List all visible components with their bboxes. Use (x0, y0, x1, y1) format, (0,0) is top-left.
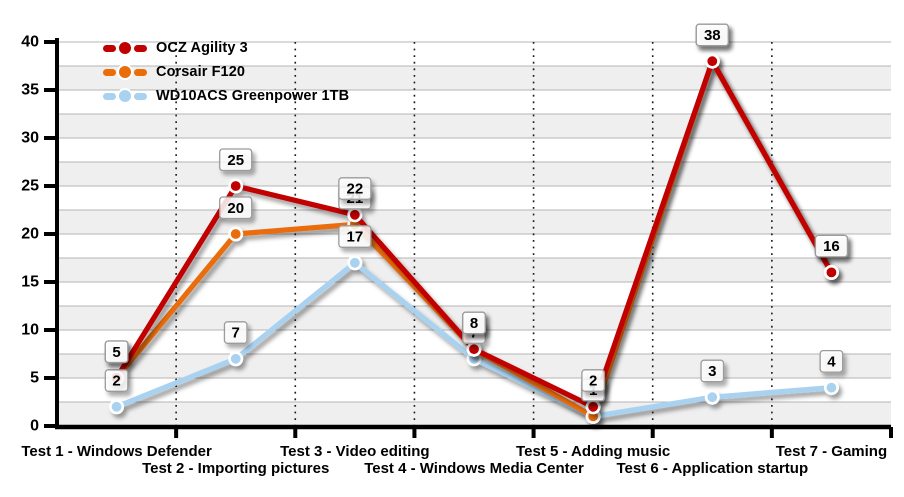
x-axis-category-label: Test 3 - Video editing (280, 443, 430, 460)
data-point-marker (347, 255, 363, 271)
point-label: 2 (581, 369, 606, 392)
series-layer (109, 53, 839, 424)
y-axis-tick-label: 35 (21, 82, 39, 99)
data-point-marker (228, 351, 244, 367)
plot-band (57, 114, 891, 138)
legend-item-corsair-f120: Corsair F120 (103, 60, 349, 84)
y-axis-tick-label: 40 (21, 34, 39, 51)
x-axis-category-label: Test 2 - Importing pictures (142, 460, 330, 477)
point-label: 20 (219, 196, 253, 220)
svg-text:8: 8 (470, 315, 478, 332)
plot-band (57, 162, 891, 186)
svg-text:20: 20 (227, 200, 244, 217)
point-label: 38 (695, 23, 729, 47)
svg-text:2: 2 (589, 373, 597, 390)
point-label: 17 (338, 225, 372, 248)
point-label: 7 (223, 321, 248, 344)
point-label: 4 (819, 349, 844, 373)
svg-text:16: 16 (823, 238, 840, 255)
data-point-marker (704, 389, 720, 405)
point-labels-layer: 271771345202181381652522823816 (104, 23, 849, 402)
legend-item-ocz-agility-3: OCZ Agility 3 (103, 36, 349, 60)
svg-text:5: 5 (112, 344, 120, 361)
data-point-marker (585, 399, 601, 415)
plot-band (57, 402, 891, 426)
x-axis-category-label: Test 6 - Application startup (616, 460, 809, 477)
legend: OCZ Agility 3 Corsair F120 WD10ACS Green… (103, 36, 349, 108)
data-point-marker (109, 399, 125, 415)
line-with-dot-marker-icon (103, 64, 147, 80)
data-point-marker (228, 226, 244, 242)
x-axis-category-label: Test 1 - Windows Defender (21, 443, 212, 460)
x-axis-category-label: Test 4 - Windows Media Center (364, 460, 584, 477)
svg-text:17: 17 (347, 229, 364, 246)
legend-label: Corsair F120 (156, 64, 246, 80)
point-label: 5 (104, 340, 129, 364)
line-with-dot-marker-icon (103, 88, 147, 104)
plot-band (57, 210, 891, 234)
svg-text:7: 7 (232, 325, 240, 342)
point-label: 22 (338, 177, 372, 200)
data-point-marker (823, 264, 839, 280)
svg-text:2: 2 (112, 373, 120, 390)
y-axis-tick-label: 0 (30, 418, 39, 435)
svg-text:25: 25 (227, 152, 244, 169)
svg-text:38: 38 (704, 27, 721, 44)
plot-bands-layer (57, 66, 891, 426)
gridlines-layer (57, 41, 891, 426)
y-axis-tick-label: 15 (21, 274, 39, 291)
y-axis-tick-label: 20 (21, 226, 39, 243)
point-label: 3 (700, 359, 725, 383)
point-label: 8 (462, 311, 486, 335)
legend-item-wd10acs-greenpower-1tb: WD10ACS Greenpower 1TB (103, 84, 349, 108)
svg-text:4: 4 (827, 353, 836, 370)
y-axis-tick-label: 5 (30, 370, 39, 387)
data-point-marker (347, 207, 363, 223)
legend-label: WD10ACS Greenpower 1TB (156, 88, 350, 104)
data-point-marker (704, 53, 720, 69)
y-axis-tick-label: 30 (21, 130, 39, 147)
point-label: 2 (104, 369, 129, 392)
data-point-marker (228, 178, 244, 194)
svg-text:3: 3 (708, 363, 716, 380)
y-axis-tick-label: 10 (21, 322, 39, 339)
data-point-marker (823, 380, 839, 396)
point-label: 16 (814, 234, 849, 258)
data-point-marker (466, 341, 482, 357)
legend-label: OCZ Agility 3 (156, 40, 248, 56)
y-axis-tick-label: 25 (21, 178, 39, 195)
x-axis-category-label: Test 5 - Adding music (516, 443, 671, 460)
point-label: 25 (219, 148, 253, 172)
plot-band (57, 66, 891, 90)
svg-text:22: 22 (347, 181, 364, 198)
x-axis-category-label: Test 7 - Gaming (775, 443, 888, 460)
line-with-dot-marker-icon (103, 40, 147, 56)
